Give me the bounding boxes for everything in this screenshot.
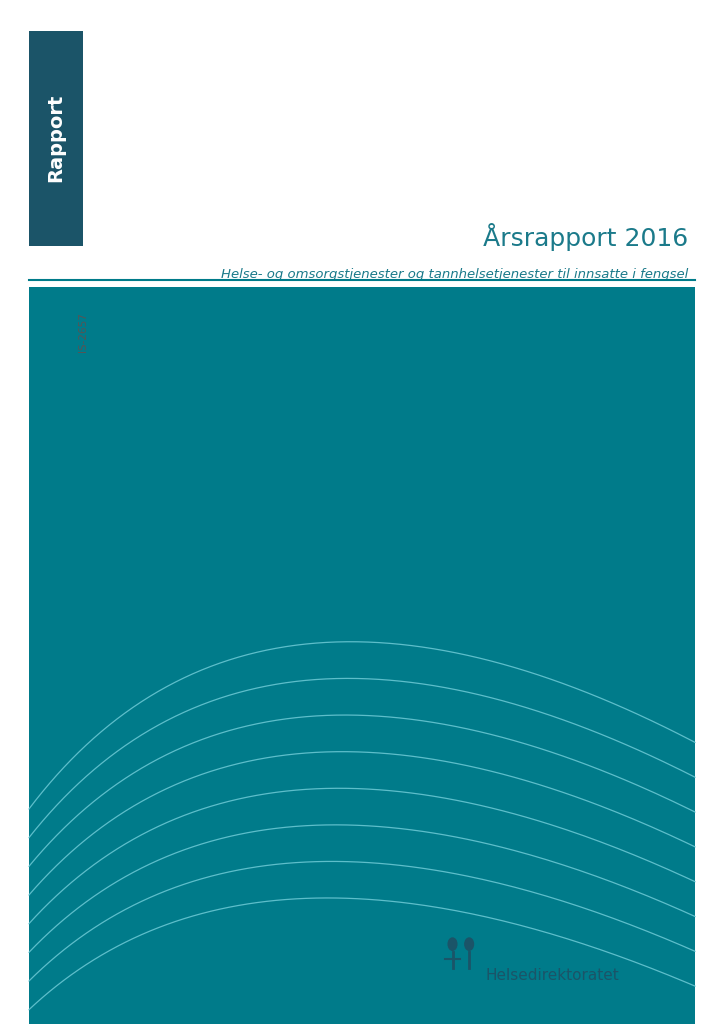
Text: Helsedirektoratet: Helsedirektoratet bbox=[485, 968, 619, 983]
FancyBboxPatch shape bbox=[29, 31, 83, 246]
Text: Rapport: Rapport bbox=[46, 94, 66, 182]
FancyBboxPatch shape bbox=[29, 287, 695, 1024]
Circle shape bbox=[465, 938, 473, 950]
Text: Årsrapport 2016: Årsrapport 2016 bbox=[483, 223, 688, 251]
Text: IS-2657: IS-2657 bbox=[78, 312, 88, 352]
Text: Helse- og omsorgstjenester og tannhelsetjenester til innsatte i fengsel: Helse- og omsorgstjenester og tannhelset… bbox=[221, 268, 688, 282]
Circle shape bbox=[448, 938, 457, 950]
